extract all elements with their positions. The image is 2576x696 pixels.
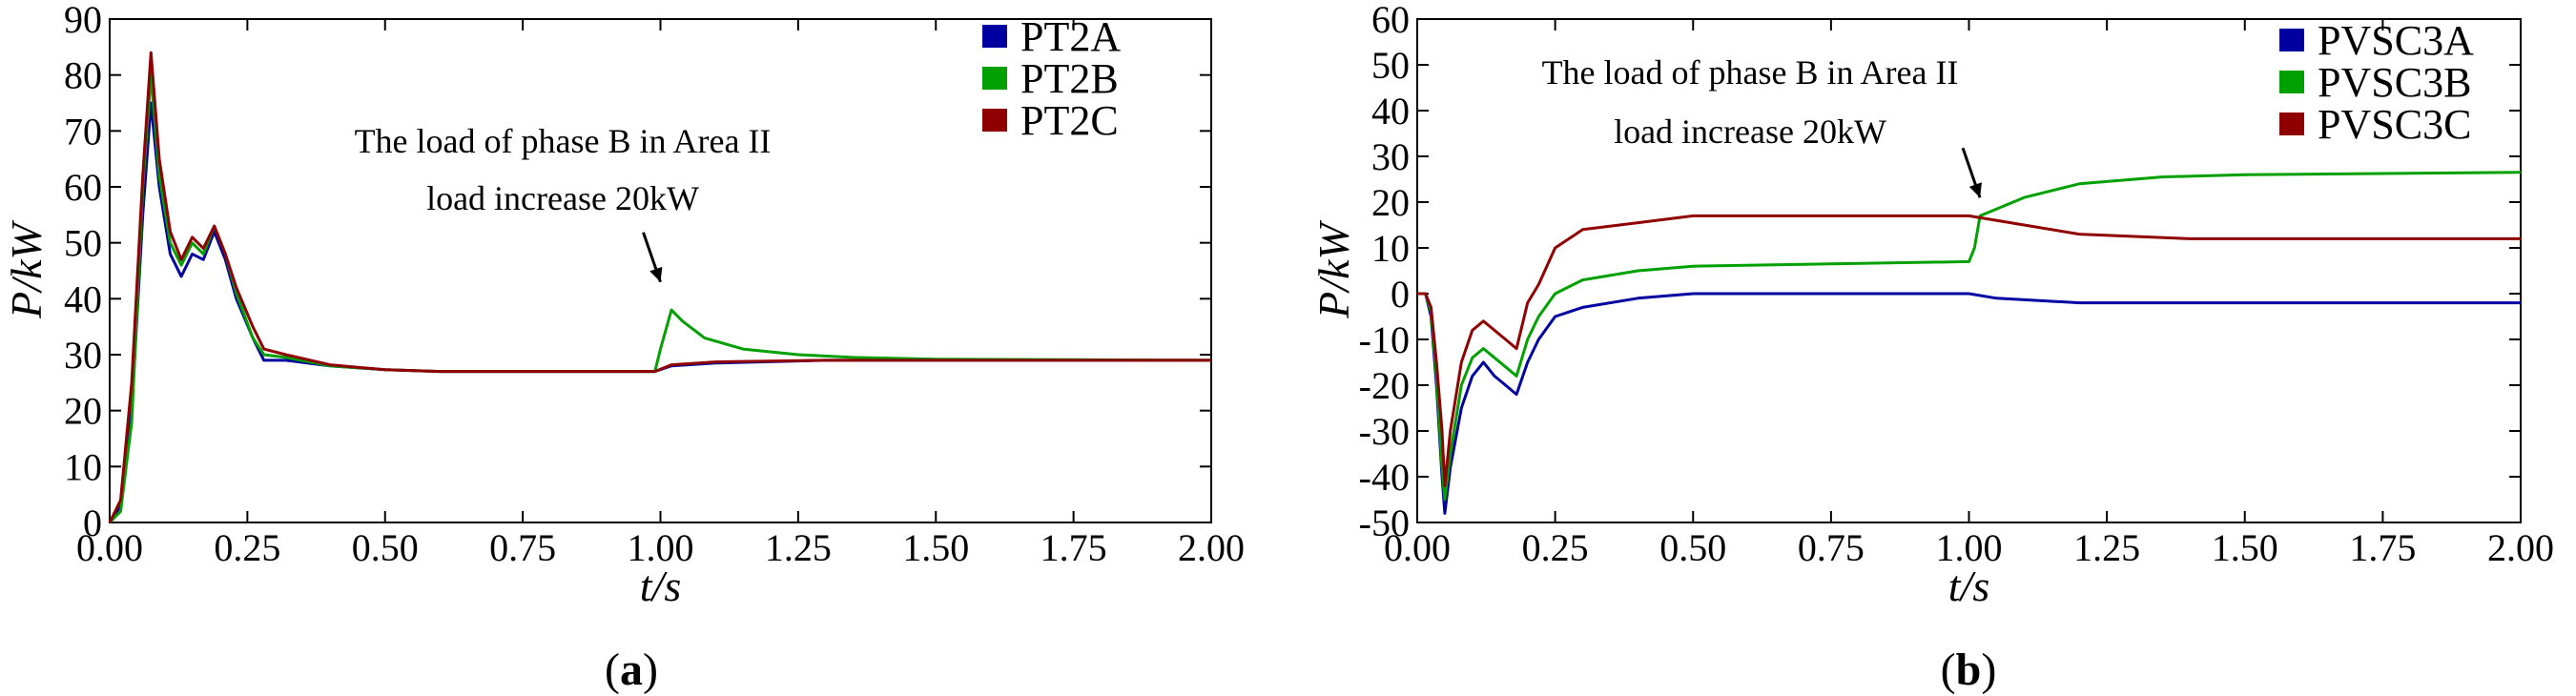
x-tick-label: 1.00 — [1936, 526, 2003, 569]
legend-swatch-pt2a — [982, 25, 1007, 48]
x-tick-label: 0.00 — [1384, 526, 1451, 569]
x-tick-label: 1.75 — [1041, 526, 1107, 569]
x-axis-label: t/s — [640, 562, 681, 610]
y-tick-label: 10 — [64, 445, 102, 488]
x-tick-label: 0.75 — [489, 526, 556, 569]
y-tick-label: 0 — [1391, 273, 1410, 316]
x-tick-label: 2.00 — [1178, 526, 1245, 569]
x-tick-label: 0.50 — [352, 526, 419, 569]
x-tick-label: 0.75 — [1798, 526, 1865, 569]
y-tick-label: 50 — [64, 222, 102, 265]
legend-label-pt2c: PT2C — [1020, 97, 1119, 144]
annotation-arrowhead — [1968, 182, 1982, 198]
y-tick-label: 30 — [64, 334, 102, 377]
annotation-line-1: The load of phase B in Area II — [1542, 53, 1959, 92]
x-tick-label: 2.00 — [2487, 526, 2554, 569]
series-line-pt2c — [108, 51, 1211, 523]
x-tick-label: 1.50 — [902, 526, 969, 569]
legend-label-pvsc3b: PVSC3B — [2318, 59, 2471, 106]
legend-swatch-pt2b — [982, 67, 1007, 90]
x-tick-label: 1.25 — [2073, 526, 2140, 569]
y-tick-label: 30 — [1371, 135, 1410, 178]
x-tick-label: 1.25 — [765, 526, 832, 569]
legend-label-pt2a: PT2A — [1020, 13, 1121, 60]
legend-swatch-pvsc3a — [2279, 29, 2304, 51]
y-tick-label: -20 — [1359, 364, 1410, 407]
y-tick-label: 0 — [83, 502, 102, 544]
series-line-pvsc3a — [1417, 292, 2521, 515]
y-tick-label: 50 — [1371, 44, 1410, 87]
x-tick-label: 0.00 — [76, 526, 143, 569]
annotation-line-2: load increase 20kW — [426, 179, 699, 217]
x-tick-label: 1.75 — [2349, 526, 2416, 569]
y-tick-label: -10 — [1359, 318, 1410, 361]
legend-label-pvsc3a: PVSC3A — [2318, 17, 2474, 64]
y-tick-label: 60 — [64, 166, 102, 209]
y-tick-label: -50 — [1359, 502, 1410, 544]
y-tick-label: 20 — [64, 390, 102, 433]
x-tick-label: 1.50 — [2212, 526, 2278, 569]
legend-label-pt2b: PT2B — [1020, 55, 1119, 102]
x-tick-label: 1.00 — [628, 526, 694, 569]
legend-swatch-pvsc3c — [2279, 113, 2304, 135]
y-axis-label: P/kW — [2, 220, 51, 319]
chart-panel-a: 0.00 0.25 0.50 0.75 1.00 1.25 1.50 1.75 2.00 0 10 2… — [2, 0, 1245, 695]
annotation-arrowhead — [649, 266, 663, 282]
panel-label: (b) — [1941, 645, 1997, 695]
y-tick-label: 20 — [1371, 181, 1410, 224]
y-axis-label: P/kW — [1309, 220, 1358, 319]
x-tick-label: 0.25 — [214, 526, 280, 569]
x-axis-label: t/s — [1948, 562, 1989, 610]
y-tick-label: -30 — [1359, 410, 1410, 453]
y-tick-label: 40 — [64, 277, 102, 320]
y-tick-label: -40 — [1359, 456, 1410, 499]
legend-swatch-pt2c — [982, 109, 1007, 132]
y-tick-label: 80 — [64, 54, 102, 97]
annotation-line-1: The load of phase B in Area II — [355, 122, 772, 160]
legend-label-pvsc3c: PVSC3C — [2318, 101, 2471, 148]
panel-label: (a) — [605, 645, 658, 695]
chart-panel-b: 0.00 0.25 0.50 0.75 1.00 1.25 1.50 1.75 2.00-50-… — [1309, 0, 2554, 695]
series-line-pt2a — [108, 101, 1211, 523]
legend-swatch-pvsc3b — [2279, 71, 2304, 93]
x-tick-label: 0.50 — [1659, 526, 1726, 569]
y-tick-label: 70 — [64, 110, 102, 153]
annotation-line-2: load increase 20kW — [1614, 113, 1886, 151]
y-tick-label: 60 — [1371, 0, 1410, 41]
x-tick-label: 0.25 — [1522, 526, 1589, 569]
y-tick-label: 90 — [64, 0, 102, 41]
series-line-pvsc3c — [1417, 214, 2521, 488]
series-line-pvsc3b — [1417, 171, 2522, 502]
y-tick-label: 40 — [1371, 90, 1410, 133]
y-tick-label: 10 — [1371, 227, 1410, 270]
